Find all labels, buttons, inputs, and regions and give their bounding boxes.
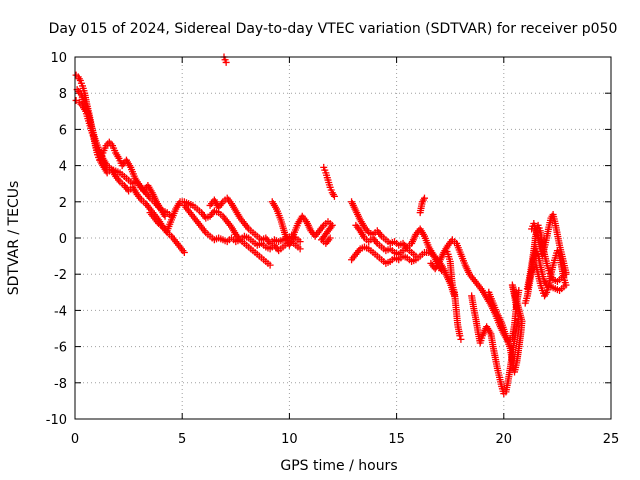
x-tick-label: 15 bbox=[388, 432, 405, 447]
y-tick-label: -8 bbox=[54, 377, 67, 392]
y-axis-label: SDTVAR / TECUs bbox=[6, 181, 22, 296]
x-tick-label: 5 bbox=[178, 432, 186, 447]
y-tick-label: -10 bbox=[46, 413, 67, 428]
chart-title: Day 015 of 2024, Sidereal Day-to-day VTE… bbox=[49, 21, 618, 37]
data-point-marker bbox=[326, 234, 334, 242]
data-point-marker bbox=[180, 248, 188, 256]
plot-frame bbox=[74, 56, 612, 420]
grid-lines bbox=[75, 57, 611, 419]
data-point-marker bbox=[457, 335, 465, 343]
y-tick-label: 6 bbox=[59, 123, 67, 138]
y-tick-label: 8 bbox=[59, 87, 67, 102]
x-tick-label: 25 bbox=[603, 432, 620, 447]
data-point-marker bbox=[296, 238, 304, 246]
data-point-marker bbox=[296, 245, 304, 253]
y-tick-label: -6 bbox=[54, 341, 67, 356]
data-point-marker bbox=[513, 305, 521, 313]
y-tick-label: 2 bbox=[59, 196, 67, 211]
data-point-marker bbox=[438, 267, 446, 275]
data-points bbox=[72, 53, 570, 398]
data-point-marker bbox=[562, 281, 570, 289]
y-tick-label: 4 bbox=[59, 160, 67, 175]
y-tick-label: -2 bbox=[54, 268, 67, 283]
y-tick-label: 0 bbox=[59, 232, 67, 247]
data-point-marker bbox=[266, 261, 274, 269]
data-point-marker bbox=[330, 192, 338, 200]
y-tick-label: -4 bbox=[54, 304, 67, 319]
data-point-marker bbox=[319, 234, 327, 242]
data-point-marker bbox=[456, 332, 464, 340]
data-point-marker bbox=[222, 58, 230, 66]
x-tick-label: 10 bbox=[281, 432, 298, 447]
y-tick-label: 10 bbox=[50, 51, 67, 66]
x-axis-label: GPS time / hours bbox=[280, 458, 397, 474]
data-point-marker bbox=[420, 194, 428, 202]
x-tick-label: 0 bbox=[71, 432, 79, 447]
x-tick-label: 20 bbox=[496, 432, 513, 447]
